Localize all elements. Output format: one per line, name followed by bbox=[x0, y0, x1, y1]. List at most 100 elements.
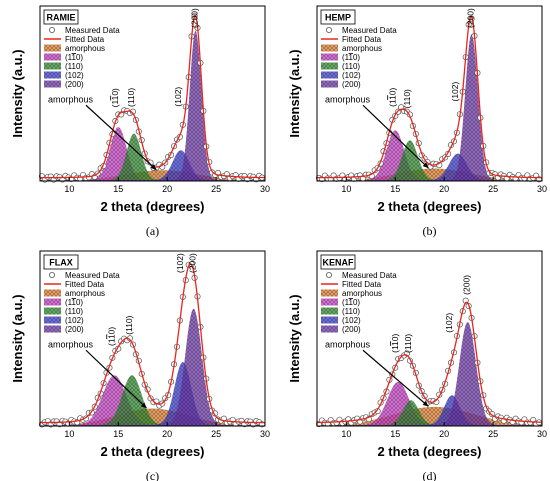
x-tick-label: 15 bbox=[390, 184, 400, 194]
legend-swatch-p110 bbox=[321, 62, 338, 70]
x-tick-label: 30 bbox=[537, 184, 547, 194]
legend-marker-measured bbox=[325, 271, 332, 278]
x-tick-label: 20 bbox=[439, 184, 449, 194]
x-tick-label: 30 bbox=[537, 429, 547, 439]
x-tick-label: 25 bbox=[211, 184, 221, 194]
legend-label: (200) bbox=[65, 80, 84, 89]
x-tick-label: 20 bbox=[439, 429, 449, 439]
x-tick-label: 25 bbox=[211, 429, 221, 439]
x-tick-label: 15 bbox=[113, 429, 123, 439]
x-tick-label: 10 bbox=[64, 429, 74, 439]
legend-label: Measured Data bbox=[342, 271, 397, 280]
panel-name: KENAF bbox=[323, 258, 355, 268]
component-fills bbox=[317, 322, 542, 426]
peak-label: (110) bbox=[390, 333, 400, 352]
x-tick-label: 30 bbox=[260, 184, 270, 194]
panel-caption: (c) bbox=[146, 469, 159, 481]
plot-frame bbox=[39, 250, 266, 427]
chart-panel-flax: 10 15 20 25 30 2 theta (degrees) Intensity (a.… bbox=[10, 250, 270, 481]
legend-swatch-amorphous bbox=[321, 289, 338, 297]
x-axis-title: 2 theta (degrees) bbox=[100, 199, 204, 214]
x-tick-label: 20 bbox=[162, 429, 172, 439]
legend-swatch-p200 bbox=[44, 325, 61, 333]
amorphous-annotation: amorphous bbox=[325, 94, 371, 104]
legend-swatch-p102 bbox=[44, 316, 61, 324]
legend-swatch-p110 bbox=[321, 307, 338, 315]
legend-label: (200) bbox=[342, 80, 361, 89]
peak-label: (110) bbox=[110, 88, 120, 107]
panel-name-box: HEMP bbox=[320, 9, 356, 25]
legend-label: Measured Data bbox=[342, 26, 397, 35]
legend-label: Measured Data bbox=[65, 26, 120, 35]
x-axis-title: 2 theta (degrees) bbox=[377, 199, 481, 214]
legend-label: (102) bbox=[65, 71, 84, 80]
legend-label: (102) bbox=[65, 316, 84, 325]
legend-marker-measured bbox=[325, 26, 332, 33]
legend-label: amorphous bbox=[342, 44, 382, 53]
legend-label: Fitted Data bbox=[342, 280, 382, 289]
y-axis-title: Intensity (a.u.) bbox=[287, 294, 302, 382]
peak-label: (110) bbox=[124, 315, 134, 334]
legend-marker-measured bbox=[49, 26, 56, 33]
legend-swatch-amorphous bbox=[44, 289, 61, 297]
legend-swatch-p1m10 bbox=[321, 298, 338, 306]
peak-label: (110) bbox=[402, 89, 412, 108]
x-tick-label: 15 bbox=[113, 184, 123, 194]
x-tick-label: 25 bbox=[488, 429, 498, 439]
peak-label: (110) bbox=[126, 88, 136, 107]
legend-label: amorphous bbox=[65, 44, 105, 53]
legend-swatch-p1m10 bbox=[44, 53, 61, 61]
y-axis-title: Intensity (a.u.) bbox=[287, 49, 302, 137]
legend-label: (110) bbox=[65, 62, 83, 71]
peak-label: (200) bbox=[190, 8, 200, 28]
y-axis-title: Intensity (a.u.) bbox=[10, 49, 25, 137]
legend-swatch-p200 bbox=[321, 325, 338, 333]
plot-frame bbox=[316, 250, 543, 427]
amorphous-arrow bbox=[362, 104, 429, 169]
legend-label: (102) bbox=[342, 316, 361, 325]
legend-label: Measured Data bbox=[65, 271, 120, 280]
y-axis-title: Intensity (a.u.) bbox=[10, 294, 25, 382]
x-tick-label: 30 bbox=[260, 429, 270, 439]
x-tick-label: 25 bbox=[488, 184, 498, 194]
panel-name-box: RAMIE bbox=[43, 9, 79, 25]
x-tick-label: 10 bbox=[64, 184, 74, 194]
fitted-curve bbox=[40, 263, 265, 424]
legend-label: (110) bbox=[342, 53, 360, 62]
component-fills bbox=[40, 30, 265, 181]
x-tick-label: 10 bbox=[341, 184, 351, 194]
legend-swatch-p102 bbox=[321, 71, 338, 79]
legend-label: amorphous bbox=[342, 289, 382, 298]
component-p1m10 bbox=[40, 375, 265, 426]
peak-label: (200) bbox=[462, 275, 472, 295]
legend-label: amorphous bbox=[65, 289, 105, 298]
chart-panel-kenaf: 10 15 20 25 30 2 theta (degrees) Intensity (a.… bbox=[287, 250, 547, 481]
panel-caption: (a) bbox=[146, 224, 159, 238]
peak-label: (102) bbox=[175, 253, 185, 273]
peak-label: (200) bbox=[466, 8, 476, 28]
x-tick-label: 15 bbox=[390, 429, 400, 439]
legend-marker-measured bbox=[49, 271, 56, 278]
peak-label: (110) bbox=[403, 334, 413, 353]
legend-label: (200) bbox=[65, 325, 84, 334]
amorphous-arrow-head bbox=[150, 164, 157, 170]
legend-label: (110) bbox=[342, 307, 360, 316]
peak-label: (102) bbox=[450, 81, 460, 101]
legend-label: Fitted Data bbox=[65, 280, 105, 289]
fitted-curve bbox=[317, 301, 542, 424]
panel-name-box: KENAF bbox=[320, 254, 356, 270]
chart-panel-hemp: 10 15 20 25 30 2 theta (degrees) Intensity (a.… bbox=[287, 5, 547, 238]
panel-caption: (b) bbox=[423, 224, 437, 238]
peak-label: (110) bbox=[387, 87, 397, 106]
legend-swatch-p102 bbox=[321, 316, 338, 324]
panel-name: FLAX bbox=[49, 258, 73, 268]
legend-label: (110) bbox=[65, 53, 83, 62]
chart-panel-ramie: 10 15 20 25 30 2 theta (degrees) Intensity (a.… bbox=[10, 5, 270, 238]
panel-name-box: FLAX bbox=[43, 254, 79, 270]
legend-label: Fitted Data bbox=[65, 35, 105, 44]
